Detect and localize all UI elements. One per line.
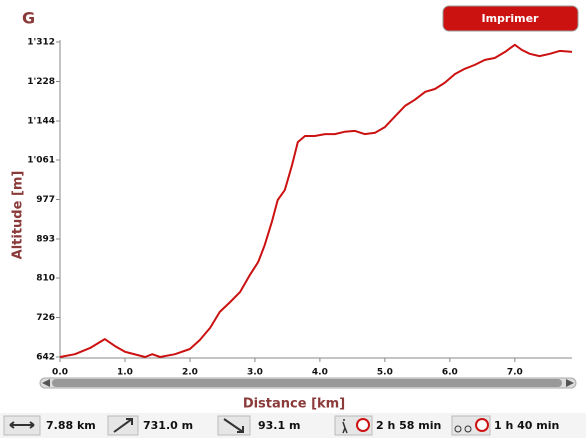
icon-wheel (464, 425, 472, 433)
print-label[interactable]: Imprimer (482, 12, 540, 25)
y-tick-label: 726 (36, 313, 55, 323)
icon-down (223, 418, 244, 433)
icon-clock (356, 418, 370, 432)
y-tick-label: 1'312 (27, 38, 55, 48)
logo: G (22, 9, 35, 28)
x-tick-label: 1.0 (117, 368, 133, 378)
y-tick-label: 977 (36, 195, 55, 205)
stat-ascent: 731.0 m (143, 419, 193, 432)
x-tick-label: 0.0 (52, 368, 68, 378)
icon-up (113, 418, 133, 433)
y-tick-label: 810 (36, 274, 55, 284)
x-axis-label: Distance [km] (243, 397, 345, 412)
icon-clock (475, 418, 489, 432)
icon-wheel (454, 425, 462, 433)
x-tick-label: 4.0 (312, 368, 328, 378)
x-tick-label: 7.0 (507, 368, 523, 378)
scroll-left[interactable] (42, 379, 50, 387)
x-tick-label: 5.0 (377, 368, 393, 378)
x-tick-label: 3.0 (247, 368, 263, 378)
y-axis-label: Altitude [m] (11, 171, 26, 260)
y-tick-label: 1'144 (27, 116, 55, 126)
stat-descent: 93.1 m (258, 419, 300, 432)
stat-distance: 7.88 km (46, 419, 96, 432)
stat-bike-time: 1 h 40 min (494, 419, 559, 432)
elevation-line (59, 43, 573, 358)
y-tick-label: 893 (36, 234, 55, 244)
icon-walker (342, 419, 348, 434)
scroll-thumb[interactable] (52, 379, 562, 387)
x-tick-label: 2.0 (182, 368, 198, 378)
y-tick-label: 1'228 (27, 77, 55, 87)
icon-arrows (9, 421, 35, 429)
y-tick-label: 642 (36, 353, 55, 363)
y-tick-label: 1'061 (27, 156, 55, 166)
stat-walk-time: 2 h 58 min (376, 419, 441, 432)
scroll-right[interactable] (566, 379, 574, 387)
print-button[interactable] (442, 5, 579, 32)
x-tick-label: 6.0 (442, 368, 458, 378)
